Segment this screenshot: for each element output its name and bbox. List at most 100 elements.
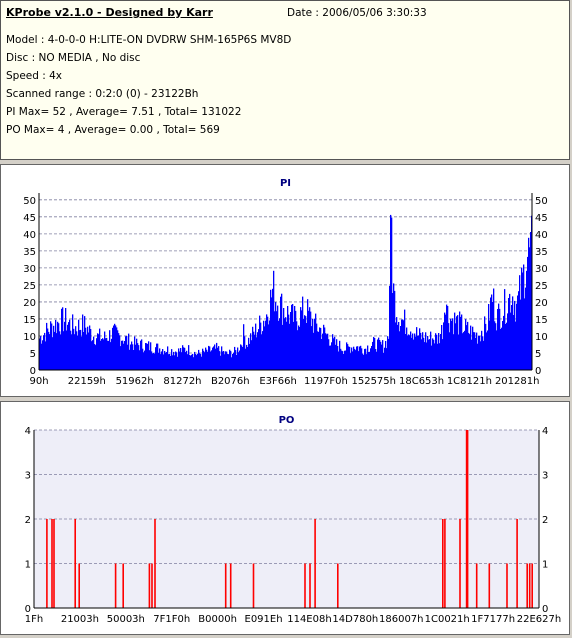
pi-bar (312, 318, 314, 370)
pi-bar (297, 330, 299, 370)
pi-bar (43, 335, 45, 370)
pi-bar (400, 326, 402, 370)
pi-bar (240, 344, 242, 370)
pi-bar (510, 312, 512, 370)
pi-bar (507, 313, 509, 370)
pi-bar (395, 322, 397, 370)
x-tick-label: 186007h (379, 614, 424, 625)
pi-bar (102, 338, 104, 370)
y-tick-label-right: 35 (535, 247, 548, 258)
pi-bar (406, 327, 408, 370)
pi-bar (56, 333, 58, 370)
pi-bar (482, 336, 484, 370)
pi-bar (319, 327, 321, 370)
pi-bar (465, 319, 467, 370)
pi-bar (474, 332, 476, 370)
pi-bar (360, 345, 362, 370)
pi-bar (511, 305, 513, 370)
po-bar (154, 519, 156, 608)
pi-bar (74, 334, 76, 370)
pi-bar (382, 340, 384, 370)
pi-bar (503, 315, 505, 370)
y-tick-label-right: 0 (535, 366, 541, 377)
pi-bar (485, 323, 487, 370)
pi-bar (142, 348, 144, 370)
pi-bar (388, 338, 390, 370)
pi-bar (137, 343, 139, 370)
pi-bar (69, 319, 71, 370)
pi-bar (379, 340, 381, 370)
pi-bar (158, 352, 160, 370)
pi-bar (292, 304, 294, 370)
pi-bar (470, 325, 472, 370)
po-bar (53, 519, 55, 608)
pi-bar (351, 347, 353, 370)
pi-bar (394, 290, 396, 370)
pi-bar (152, 353, 154, 370)
pi-bar (154, 353, 156, 370)
pi-bar (217, 347, 219, 370)
pi-bar (261, 334, 263, 370)
pi-bar (484, 316, 486, 370)
pi-chart-panel: PI 0 0 5 5 10 10 15 15 20 20 25 25 30 30 35 35 40 40 45 45 50… (0, 164, 570, 397)
pi-bar (141, 339, 143, 370)
pi-bar (294, 306, 296, 370)
y-tick-label-right: 3 (542, 471, 548, 482)
pi-bar (177, 356, 179, 370)
pi-bar (410, 331, 412, 370)
pi-bar (284, 318, 286, 370)
pi-bar (188, 345, 190, 370)
pi-bar (256, 337, 258, 370)
y-tick-label-left: 45 (23, 213, 36, 224)
x-tick-label: 152575h (351, 376, 396, 387)
pi-bar (245, 348, 247, 370)
y-tick-label-right: 2 (542, 515, 548, 526)
pi-bar (203, 350, 205, 370)
pi-bar (269, 320, 271, 370)
pi-bar (247, 347, 249, 370)
pi-bar (264, 326, 266, 370)
pi-bar (93, 336, 95, 370)
pi-bar (257, 332, 259, 370)
pi-bar (309, 307, 311, 370)
pi-bar (490, 297, 492, 370)
pi-bar (78, 319, 80, 370)
pi-bar (238, 352, 240, 370)
pi-bar (337, 346, 339, 370)
pi-bar (348, 346, 350, 370)
pi-bar (243, 324, 245, 370)
pi-bar (494, 321, 496, 370)
pi-bar (316, 323, 318, 370)
pi-bar (460, 316, 462, 370)
x-tick-label: 114E08h (287, 614, 331, 625)
pi-bar (186, 350, 188, 370)
pi-bar (259, 315, 261, 370)
pi-bar (289, 323, 291, 370)
info-pi-stats: PI Max= 52 , Average= 7.51 , Total= 1310… (6, 106, 242, 118)
pi-bar (317, 331, 319, 370)
pi-bar (287, 306, 289, 370)
pi-bar (397, 324, 399, 370)
pi-bar (89, 325, 91, 370)
pi-bar (194, 351, 196, 370)
pi-bar (449, 332, 451, 370)
pi-bar (149, 350, 151, 370)
pi-bar (62, 307, 64, 370)
pi-bar (519, 275, 521, 370)
pi-bar (415, 336, 417, 370)
po-bar (46, 519, 48, 608)
pi-bar (222, 351, 224, 370)
pi-bar (288, 314, 290, 370)
pi-bar (355, 350, 357, 370)
pi-bar (166, 352, 168, 370)
pi-bar (113, 325, 115, 370)
pi-bar (425, 332, 427, 370)
pi-bar (365, 348, 367, 370)
pi-bar (374, 338, 376, 370)
pi-bar (514, 300, 516, 370)
pi-bar (90, 329, 92, 370)
x-tick-label: 22E627h (517, 614, 561, 625)
pi-bar (330, 345, 332, 370)
pi-bar (366, 354, 368, 370)
y-tick-label-left: 50 (23, 196, 36, 207)
